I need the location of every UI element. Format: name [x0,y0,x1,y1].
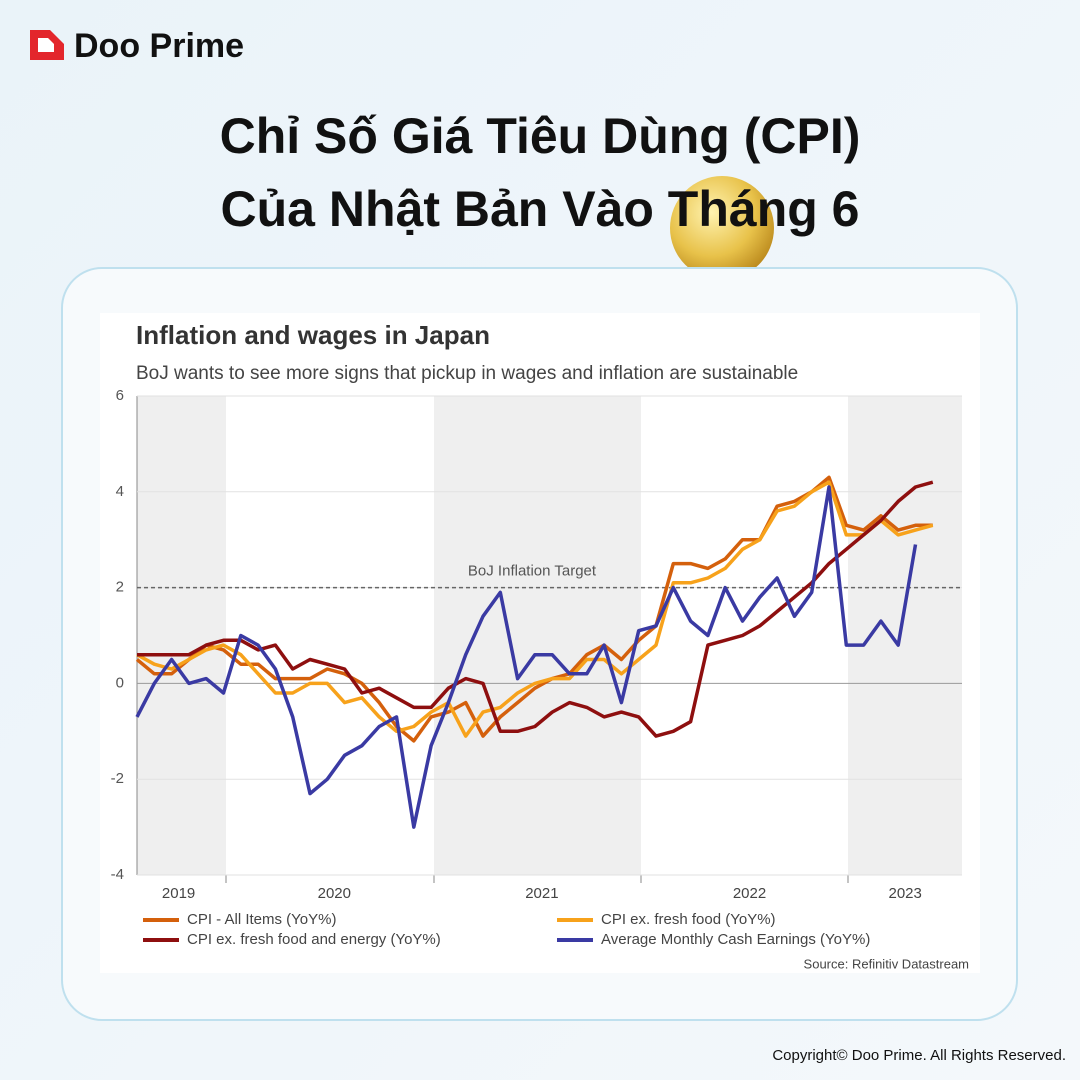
copyright: Copyright© Doo Prime. All Rights Reserve… [772,1047,1066,1064]
x-tick-label: 2023 [889,885,922,902]
year-shade [137,396,226,875]
x-tick-label: 2021 [525,885,558,902]
y-tick-label: -4 [111,866,124,883]
series-line [135,485,918,829]
series-line [136,480,934,738]
legend-label: CPI ex. fresh food (YoY%) [601,911,776,928]
target-label: BoJ Inflation Target [468,563,597,580]
legend-label: CPI ex. fresh food and energy (YoY%) [187,931,441,948]
brand: Doo Prime [74,27,244,65]
coin-decoration [670,176,774,280]
y-tick-label: 0 [116,674,124,691]
chart-subtitle: BoJ wants to see more signs that pickup … [136,363,798,384]
y-tick-label: 4 [116,483,124,500]
legend-label: Average Monthly Cash Earnings (YoY%) [601,931,870,948]
headline-line: Của Nhật Bản Vào Tháng 6 [221,181,860,237]
y-tick-label: -2 [111,770,124,787]
year-shade [434,396,641,875]
year-ticks [225,875,849,883]
headline-line: Chỉ Số Giá Tiêu Dùng (CPI) [220,108,861,164]
logo-mark-inner [38,38,54,52]
x-tick-label: 2022 [733,885,766,902]
series-line [137,480,934,738]
legend-label: CPI - All Items (YoY%) [187,911,337,928]
series-line [135,475,933,743]
chart-title: Inflation and wages in Japan [136,320,490,350]
y-tick-label: 6 [116,387,124,404]
source: Source: Refinitiv Datastream [804,956,969,971]
x-tick-label: 2019 [162,885,195,902]
year-shade [848,396,962,875]
y-tick-label: 2 [116,579,124,596]
x-tick-label: 2020 [318,885,351,902]
